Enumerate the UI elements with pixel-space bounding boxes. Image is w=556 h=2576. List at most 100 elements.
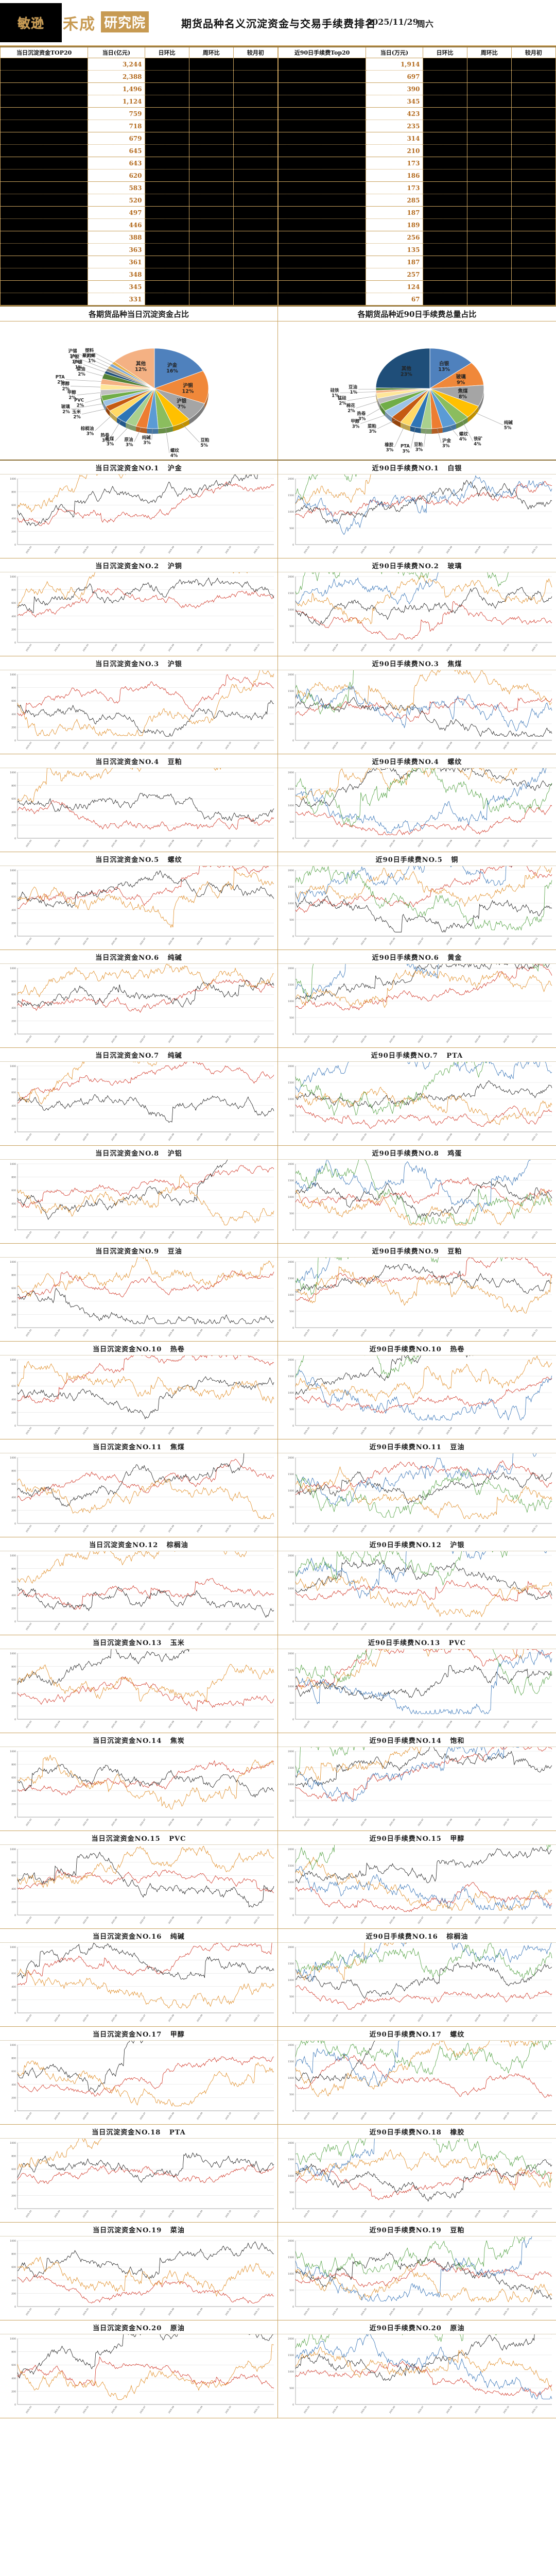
pie-chart-section: 各期货品种当日沉淀资金占比 沪金 16% 沪铜 12% 沪银 7% 豆粕 5% 螺纹 4% 纯碱 3%…: [0, 306, 556, 461]
series-line: [17, 977, 274, 1008]
pie-slice-label: 锰硅: [338, 396, 347, 401]
y-axis-tick: 200: [11, 1901, 16, 1904]
pie-slice[interactable]: [429, 384, 484, 406]
cell-week-change: [188, 120, 234, 132]
pie-slice[interactable]: [154, 388, 190, 427]
y-axis-tick: 800: [11, 1666, 16, 1669]
left-table-wrap: 当日沉淀资金TOP20 当日(亿元) 日环比 周环比 较月初 3,244 2,38…: [0, 46, 279, 306]
cell-month-change: [511, 132, 556, 145]
y-axis-tick: 0: [14, 2208, 16, 2211]
y-axis-tick: 1000: [288, 1098, 294, 1101]
y-axis-tick: 0: [14, 1522, 16, 1526]
x-axis-tick: 2025-06: [389, 1524, 396, 1533]
table-row: 697: [277, 70, 556, 83]
timeseries-chart: 0 500 1000 1500 2000 2025-03 2025-04 2025-05 202…: [288, 1062, 552, 1141]
logo-badge: 敏逊: [0, 3, 62, 42]
series-line: [17, 1453, 245, 1507]
pie-slice-label: PTA: [401, 444, 410, 449]
chart-cell-left: 当日沉淀资金NO.3 沪银 0 200 400 600 800 1000 2025-03 202…: [0, 656, 278, 754]
cell-value: 423: [366, 107, 423, 120]
cell-day-change: [144, 82, 189, 95]
y-axis-tick: 200: [11, 1313, 16, 1316]
series-line: [17, 1852, 274, 1908]
x-axis-tick: 2025-07: [417, 1035, 424, 1043]
pie-slice[interactable]: [429, 348, 472, 389]
x-axis-tick: 2025-06: [389, 2013, 396, 2022]
y-axis-tick: 0: [292, 2306, 294, 2309]
y-axis-tick: 1000: [288, 1587, 294, 1590]
table-row: 235: [277, 120, 556, 132]
table-row: 135: [277, 243, 556, 256]
x-axis-tick: 2025-05: [360, 2209, 367, 2218]
y-axis-tick: 0: [292, 1425, 294, 1428]
x-axis-tick: 2025-08: [167, 2405, 175, 2414]
timeseries-chart: 0 500 1000 1500 2000 2025-03 2025-04 2025-05 202…: [288, 2041, 552, 2120]
pie-slice[interactable]: [153, 370, 209, 404]
x-axis-tick: 2025-06: [389, 1426, 396, 1435]
y-axis-tick: 400: [11, 1496, 16, 1499]
y-axis-tick: 400: [11, 1790, 16, 1793]
y-axis-tick: 200: [11, 1020, 16, 1023]
pie-slice[interactable]: [154, 348, 204, 389]
chart-row: 当日沉淀资金NO.10 热卷 0 200 400 600 800 1000 2025-03 20…: [0, 1342, 556, 1439]
series-line: [295, 1665, 552, 1701]
x-axis-tick: 2025-06: [389, 2307, 396, 2316]
pie-slice-label: 玻璃: [456, 374, 466, 380]
x-axis-tick: 2025-09: [474, 1426, 481, 1435]
series-line: [295, 587, 552, 626]
cell-week-change: [466, 120, 512, 132]
timeseries-chart: 0 500 1000 1500 2000 2025-03 2025-04 2025-05 202…: [288, 768, 552, 848]
series-line: [295, 2266, 552, 2302]
timeseries-chart: 0 200 400 600 800 1000 2025-03 2025-04 2025-05 20…: [10, 1453, 274, 1533]
y-axis-tick: 200: [11, 1998, 16, 2002]
timeseries-chart: 0 200 400 600 800 1000 2025-03 2025-04 2025-05 20…: [10, 2240, 274, 2316]
x-axis-tick: 2025-05: [360, 1328, 367, 1337]
cell-week-change: [188, 82, 234, 95]
y-axis-tick: 1500: [288, 2158, 294, 2161]
chart-title: 近90日手续费NO.14 饱和: [278, 1733, 556, 1747]
y-axis-tick: 1500: [288, 1473, 294, 1476]
x-axis-tick: 2025-10: [502, 2405, 510, 2414]
y-axis-tick: 200: [11, 922, 16, 925]
x-axis-tick: 2025-03: [25, 741, 32, 750]
chart-cell-right: 近90日手续费NO.5 铜 0 500 1000 1500 2000 2025-03 2025…: [278, 852, 556, 950]
x-axis-tick: 2025-07: [139, 2307, 146, 2316]
y-axis-tick: 800: [11, 1568, 16, 1571]
y-axis-tick: 1500: [288, 2060, 294, 2063]
y-axis-tick: 0: [292, 1131, 294, 1134]
pie-cell-right: 各期货品种近90日手续费总量占比 白银 13% 玻璃 9% 焦煤 8% 纯碱 5% 铁矿 4% 螺纹…: [278, 307, 556, 461]
y-axis-tick: 600: [11, 1874, 16, 1877]
x-axis-tick: 2025-06: [111, 1818, 118, 1826]
pie-slice[interactable]: [114, 348, 155, 389]
x-axis-tick: 2025-07: [417, 2013, 424, 2022]
chart-plot-area: 0 200 400 600 800 1000 2025-03 2025-04 2025-05 20…: [0, 1355, 277, 1439]
pie-slice[interactable]: [154, 388, 205, 420]
x-axis-tick: 2025-07: [417, 741, 424, 750]
y-axis-tick: 200: [11, 1607, 16, 1610]
x-axis-tick: 2025-04: [54, 937, 61, 945]
y-axis-tick: 800: [11, 2155, 16, 2158]
x-axis-tick: 2025-05: [82, 2405, 89, 2414]
cell-value: 285: [366, 194, 423, 207]
y-axis-tick: 200: [11, 530, 16, 533]
series-line: [295, 969, 552, 1008]
x-axis-tick: 2025-09: [474, 1230, 481, 1239]
x-axis-tick: 2025-04: [332, 1426, 339, 1435]
y-axis-tick: 1000: [10, 1750, 16, 1753]
timeseries-chart: 0 200 400 600 800 1000 2025-03 2025-04 2025-05 20…: [10, 1062, 274, 1141]
chart-row: 当日沉淀资金NO.7 纯碱 0 200 400 600 800 1000 2025-03 202…: [0, 1048, 556, 1146]
pie-slice[interactable]: [375, 348, 430, 389]
x-axis-tick: 2025-06: [111, 2209, 118, 2218]
cell-day-change: [144, 157, 189, 170]
chart-plot-area: 0 500 1000 1500 2000 2025-03 2025-04 2025-05 202…: [278, 768, 556, 852]
x-axis-tick: 2025-08: [167, 839, 175, 848]
pie-slice[interactable]: [429, 388, 479, 418]
timeseries-chart: 0 200 400 600 800 1000 2025-03 2025-04 2025-05 20…: [10, 1750, 274, 1826]
y-axis-tick: 500: [289, 1506, 294, 1509]
y-axis-tick: 1000: [10, 869, 16, 872]
x-axis-tick: 2025-07: [139, 1328, 146, 1337]
cell-week-change: [188, 107, 234, 120]
pie-leader-line: [347, 396, 377, 401]
x-axis-tick: 2025-05: [360, 1818, 367, 1826]
pie-slice[interactable]: [429, 362, 484, 389]
